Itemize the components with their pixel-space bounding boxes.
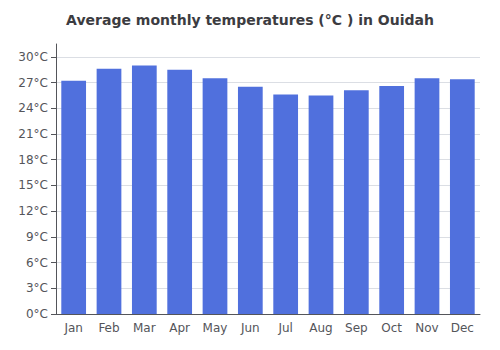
svg-text:Oct: Oct [381,321,402,335]
svg-text:0°C: 0°C [26,307,48,321]
svg-text:May: May [203,321,228,335]
svg-text:Jan: Jan [63,321,83,335]
svg-text:6°C: 6°C [26,256,48,270]
svg-text:15°C: 15°C [18,178,48,192]
svg-text:30°C: 30°C [18,50,48,64]
svg-text:Dec: Dec [451,321,474,335]
svg-text:Feb: Feb [98,321,119,335]
svg-text:24°C: 24°C [18,101,48,115]
svg-text:Apr: Apr [169,321,190,335]
svg-text:Average monthly temperatures (: Average monthly temperatures (°C ) in Ou… [66,12,434,28]
svg-text:27°C: 27°C [18,76,48,90]
svg-text:12°C: 12°C [18,204,48,218]
svg-text:Sep: Sep [345,321,368,335]
svg-text:Aug: Aug [309,321,332,335]
svg-text:Nov: Nov [415,321,438,335]
svg-text:18°C: 18°C [18,153,48,167]
svg-text:Jul: Jul [277,321,292,335]
svg-text:Jun: Jun [240,321,260,335]
svg-text:21°C: 21°C [18,127,48,141]
svg-text:Mar: Mar [133,321,156,335]
svg-text:9°C: 9°C [26,230,48,244]
svg-text:3°C: 3°C [26,281,48,295]
